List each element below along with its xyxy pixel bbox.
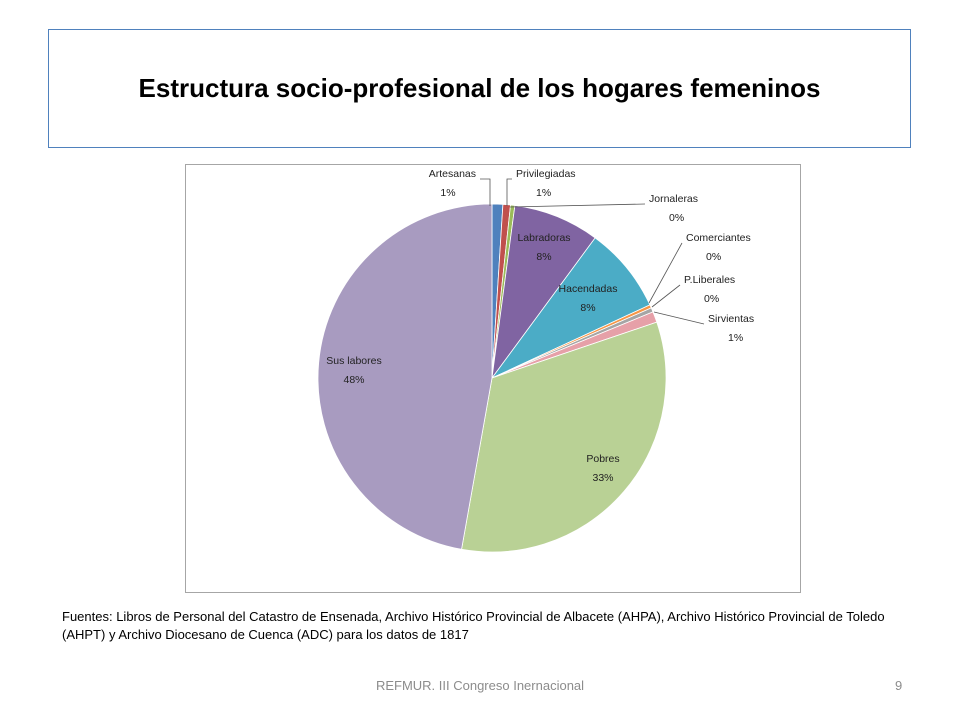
leader-line-privilegiadas (506, 178, 512, 206)
slice-percent-labradoras: 8% (536, 251, 551, 263)
slice-percent-sus-labores: 48% (343, 374, 364, 386)
pie-slice-pobres (461, 321, 667, 553)
slice-label-sirvientas: Sirvientas (708, 313, 754, 325)
slide-title: Estructura socio-profesional de los hoga… (138, 73, 821, 103)
footer-text: REFMUR. III Congreso Inernacional (375, 678, 585, 693)
slice-label-jornaleras: Jornaleras (649, 193, 698, 205)
leader-line-jornaleras (509, 203, 646, 208)
slice-label-comerciantes: Comerciantes (686, 232, 751, 244)
slice-label-p-liberales: P.Liberales (684, 274, 735, 286)
slice-label-privilegiadas: Privilegiadas (516, 168, 576, 180)
pie-slice-sus-labores (317, 203, 493, 550)
slide-title-box: Estructura socio-profesional de los hoga… (48, 29, 911, 148)
slice-percent-privilegiadas: 1% (536, 187, 551, 199)
slice-percent-pobres: 33% (592, 472, 613, 484)
slice-percent-comerciantes: 0% (706, 251, 721, 263)
slice-percent-hacendadas: 8% (580, 302, 595, 314)
slice-percent-sirvientas: 1% (728, 332, 743, 344)
slice-label-artesanas: Artesanas (429, 168, 476, 180)
pie-chart: Artesanas 1% Privilegiadas 1% Jornaleras 0% La… (317, 168, 754, 553)
slice-label-hacendadas: Hacendadas (559, 283, 618, 295)
leader-line-sirvientas (653, 311, 705, 325)
slice-label-labradoras: Labradoras (517, 232, 570, 244)
sources-note: Fuentes: Libros de Personal del Catastro… (62, 609, 885, 642)
page-number: 9 (895, 678, 903, 693)
slice-label-pobres: Pobres (586, 453, 619, 465)
leader-line-comerciantes (648, 242, 683, 304)
slice-percent-p-liberales: 0% (704, 293, 719, 305)
pie-chart-frame: Artesanas 1% Privilegiadas 1% Jornaleras 0% La… (185, 164, 801, 593)
slice-percent-jornaleras: 0% (669, 212, 684, 224)
slice-percent-artesanas: 1% (440, 187, 455, 199)
leader-line-artesanas (480, 178, 491, 206)
leader-line-p-liberales (651, 284, 681, 308)
slice-label-sus-labores: Sus labores (326, 355, 381, 367)
